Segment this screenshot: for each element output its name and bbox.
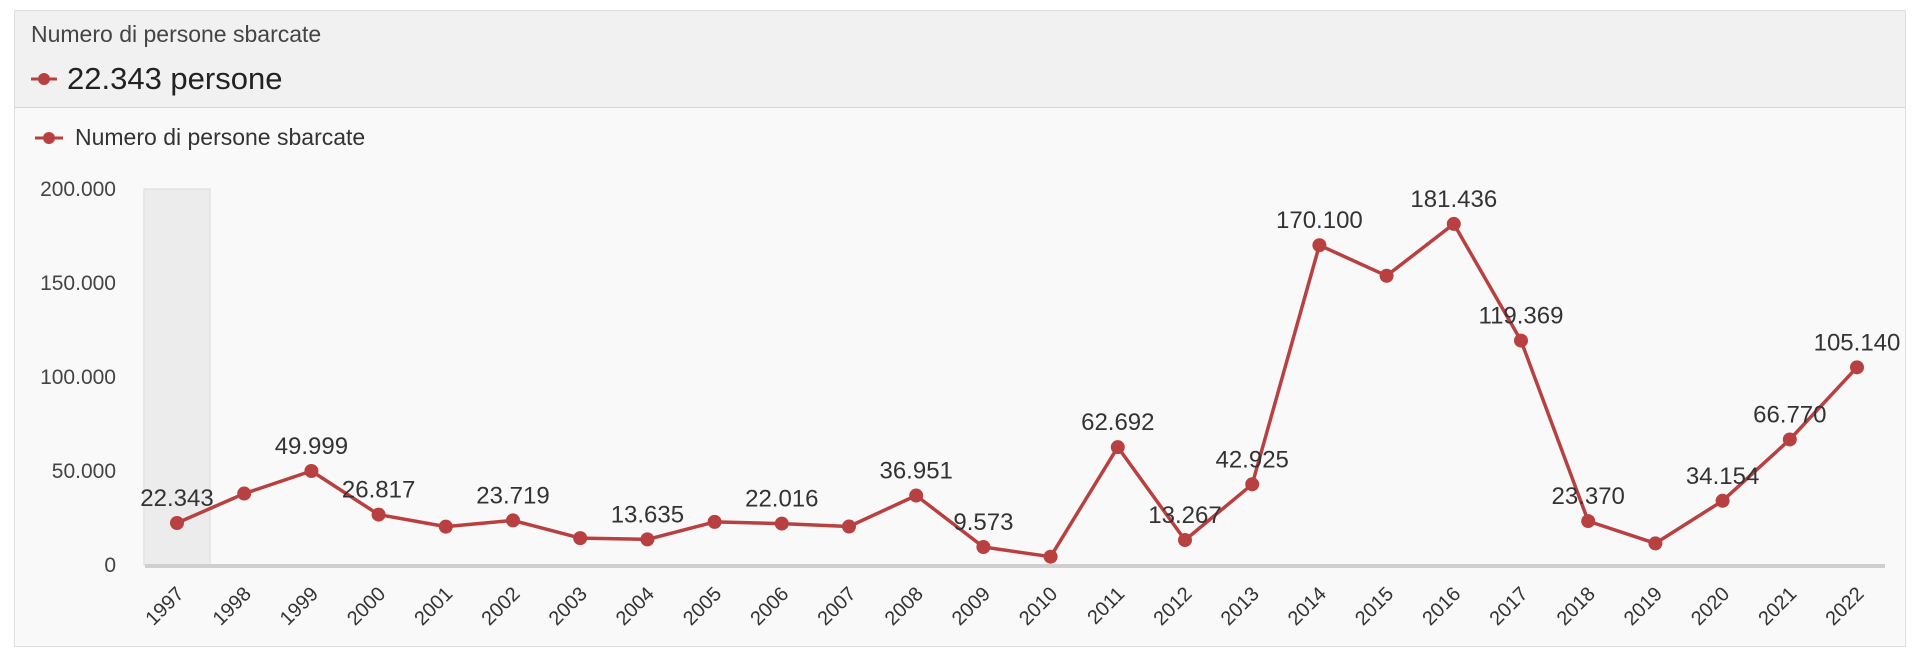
data-label: 66.770 <box>1753 401 1826 428</box>
x-tick-label: 2019 <box>1620 583 1667 630</box>
data-label: 36.951 <box>879 458 952 485</box>
x-tick-label: 1997 <box>142 583 189 630</box>
tooltip-header: Numero di persone sbarcate 22.343 person… <box>15 11 1905 108</box>
data-label: 62.692 <box>1081 409 1154 436</box>
data-label: 22.343 <box>140 485 213 512</box>
x-tick-label: 1998 <box>209 583 256 630</box>
data-point[interactable] <box>1648 536 1663 551</box>
legend-marker-icon <box>35 131 63 144</box>
data-label: 34.154 <box>1686 463 1759 490</box>
data-point[interactable] <box>170 515 184 530</box>
data-point[interactable] <box>1850 360 1864 375</box>
data-point[interactable] <box>506 513 520 528</box>
x-tick-label: 2015 <box>1351 583 1398 630</box>
x-tick-label: 2010 <box>1015 583 1062 630</box>
x-tick-label: 2011 <box>1083 583 1129 629</box>
data-point[interactable] <box>1782 432 1797 447</box>
data-label: 105.140 <box>1814 329 1901 356</box>
x-tick-label: 2003 <box>545 583 592 630</box>
x-tick-label: 2001 <box>410 583 457 630</box>
x-tick-label: 2020 <box>1687 583 1734 630</box>
data-point[interactable] <box>1043 549 1058 564</box>
data-point[interactable] <box>371 507 386 522</box>
y-tick-label: 0 <box>104 554 116 577</box>
x-tick-label: 2007 <box>814 583 861 630</box>
legend-label: Numero di persone sbarcate <box>75 124 366 150</box>
x-tick-label: 2018 <box>1553 583 1600 630</box>
x-tick-label: 2016 <box>1418 583 1465 630</box>
data-label: 13.635 <box>611 501 684 528</box>
data-label: 170.100 <box>1276 207 1363 234</box>
data-label: 23.719 <box>476 482 549 509</box>
x-tick-label: 2012 <box>1150 583 1197 630</box>
data-point[interactable] <box>1245 477 1260 492</box>
x-tick-label: 2002 <box>478 583 525 630</box>
data-label: 26.817 <box>342 477 415 504</box>
x-tick-label: 2014 <box>1284 583 1331 630</box>
x-tick-label: 2013 <box>1217 583 1264 630</box>
data-point[interactable] <box>707 514 722 529</box>
data-label: 119.369 <box>1479 303 1564 330</box>
data-point[interactable] <box>640 532 655 547</box>
data-point[interactable] <box>774 516 789 531</box>
x-tick-label: 2008 <box>881 583 928 630</box>
x-tick-label: 2017 <box>1486 583 1533 630</box>
data-label: 23.370 <box>1551 483 1624 510</box>
data-label: 42.925 <box>1215 446 1288 473</box>
x-tick-label: 2000 <box>343 583 390 630</box>
data-point[interactable] <box>1110 440 1125 455</box>
data-point[interactable] <box>842 519 856 534</box>
data-point[interactable] <box>1446 216 1461 231</box>
x-tick-label: 2022 <box>1822 583 1869 630</box>
header-title: Numero di persone sbarcate <box>31 21 322 47</box>
y-tick-label: 200.000 <box>40 178 116 201</box>
data-point[interactable] <box>1715 493 1730 508</box>
data-point[interactable] <box>1514 333 1528 348</box>
x-tick-label: 2004 <box>612 583 659 630</box>
chart-panel: Numero di persone sbarcate 22.343 person… <box>14 10 1906 647</box>
legend-item[interactable]: Numero di persone sbarcate <box>35 124 365 151</box>
data-point[interactable] <box>438 519 453 534</box>
x-tick-label: 2006 <box>746 583 793 630</box>
x-tick-label: 2021 <box>1754 583 1801 630</box>
data-point[interactable] <box>573 531 588 546</box>
data-point[interactable] <box>976 540 991 555</box>
series-line <box>176 222 1859 559</box>
data-label: 13.267 <box>1148 502 1221 529</box>
x-tick-label: 2005 <box>679 583 726 630</box>
data-point[interactable] <box>909 488 924 503</box>
data-point[interactable] <box>304 464 319 479</box>
data-label: 181.436 <box>1410 186 1497 213</box>
data-point[interactable] <box>1379 268 1394 283</box>
data-point[interactable] <box>1581 514 1596 529</box>
selected-value: 22.343 persone <box>67 61 283 96</box>
y-tick-label: 50.000 <box>52 460 116 483</box>
data-label: 49.999 <box>275 433 348 460</box>
data-point[interactable] <box>237 486 252 501</box>
x-tick-label: 2009 <box>948 583 995 630</box>
data-point[interactable] <box>1178 533 1192 548</box>
x-tick-label: 1999 <box>276 583 323 630</box>
data-label: 9.573 <box>953 509 1013 536</box>
data-point[interactable] <box>1312 238 1327 253</box>
data-label: 22.016 <box>745 486 818 513</box>
series-marker-icon <box>31 73 57 85</box>
selected-value-row: 22.343 persone <box>31 61 282 97</box>
y-tick-label: 100.000 <box>40 366 116 389</box>
y-tick-label: 150.000 <box>40 272 116 295</box>
